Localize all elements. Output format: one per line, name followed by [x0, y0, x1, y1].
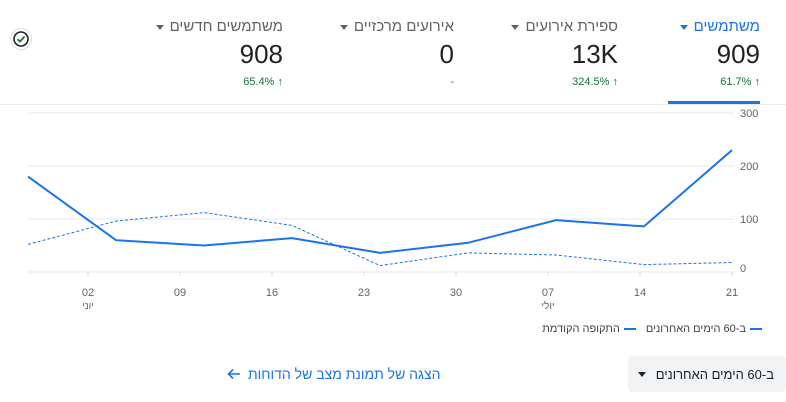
up-arrow-icon: ↑ — [754, 76, 761, 88]
x-tick-sublabel: יולי — [541, 300, 554, 312]
metric-delta: 65.4% — [243, 76, 275, 88]
metric-label: ספירת אירועים — [525, 18, 618, 35]
x-tick-label: 14 — [634, 287, 646, 299]
x-tick-label: 23 — [358, 287, 370, 299]
chart-legend: ב-60 הימים האחרונים התקופה הקודמת — [542, 323, 762, 335]
arrow-left-icon — [227, 368, 240, 380]
metric-label: אירועים מרכזיים — [353, 18, 454, 35]
active-tab-indicator — [668, 101, 760, 104]
metric-label: משתמשים — [693, 18, 760, 35]
dropdown-arrow-icon[interactable] — [339, 24, 348, 30]
metric-key-events[interactable]: אירועים מרכזיים 0 - — [339, 18, 454, 88]
y-tick-label: 100 — [740, 214, 758, 226]
metric-delta: 61.7% — [720, 76, 752, 88]
view-reports-snapshot-link[interactable]: הצגה של תמונת מצב של הדוחות — [226, 366, 440, 382]
metric-event-count[interactable]: ספירת אירועים 13K 324.5% ↑ — [511, 18, 618, 88]
metric-value: 0 — [439, 39, 454, 69]
legend-dashed-swatch — [623, 328, 636, 331]
metric-users[interactable]: משתמשים 909 61.7% ↑ — [679, 18, 761, 88]
legend-previous: התקופה הקודמת — [542, 323, 620, 335]
up-arrow-icon: ↑ — [612, 76, 619, 88]
x-tick-label: 09 — [174, 287, 186, 299]
link-label: הצגה של תמונת מצב של הדוחות — [248, 366, 441, 382]
dropdown-arrow-icon[interactable] — [679, 24, 688, 30]
x-tick-label: 30 — [450, 287, 462, 299]
x-tick-label: 21 — [726, 287, 738, 299]
y-tick-label: 200 — [740, 161, 758, 173]
dropdown-arrow-icon[interactable] — [511, 24, 520, 30]
metric-label: משתמשים חדשים — [169, 18, 283, 35]
metric-delta: - — [450, 76, 454, 88]
y-tick-label: 300 — [740, 108, 758, 120]
divider — [0, 104, 786, 105]
x-tick-label: 02 — [82, 287, 94, 299]
legend-solid-swatch — [750, 328, 762, 331]
series-line-previous — [27, 212, 733, 267]
check-circle-icon[interactable] — [10, 28, 32, 50]
metric-delta: 324.5% — [572, 76, 610, 88]
series-line-current — [27, 149, 733, 254]
metric-value: 909 — [716, 39, 760, 69]
dropdown-arrow-icon[interactable] — [155, 24, 164, 30]
y-tick-label: 0 — [740, 263, 746, 275]
up-arrow-icon: ↑ — [277, 76, 284, 88]
x-tick-sublabel: יוני — [82, 301, 94, 312]
metric-new-users[interactable]: משתמשים חדשים 908 65.4% ↑ — [155, 18, 284, 88]
metric-value: 13K — [571, 39, 618, 69]
metric-value: 908 — [239, 39, 283, 69]
legend-current: ב-60 הימים האחרונים — [645, 323, 746, 335]
chevron-down-icon — [637, 371, 646, 377]
date-range-dropdown[interactable]: ב-60 הימים האחרונים — [628, 356, 786, 392]
x-tick-label: 07 — [542, 287, 554, 299]
date-range-label: ב-60 הימים האחרונים — [655, 366, 774, 382]
x-tick-label: 16 — [266, 287, 278, 299]
checkmark-icon — [13, 31, 29, 47]
